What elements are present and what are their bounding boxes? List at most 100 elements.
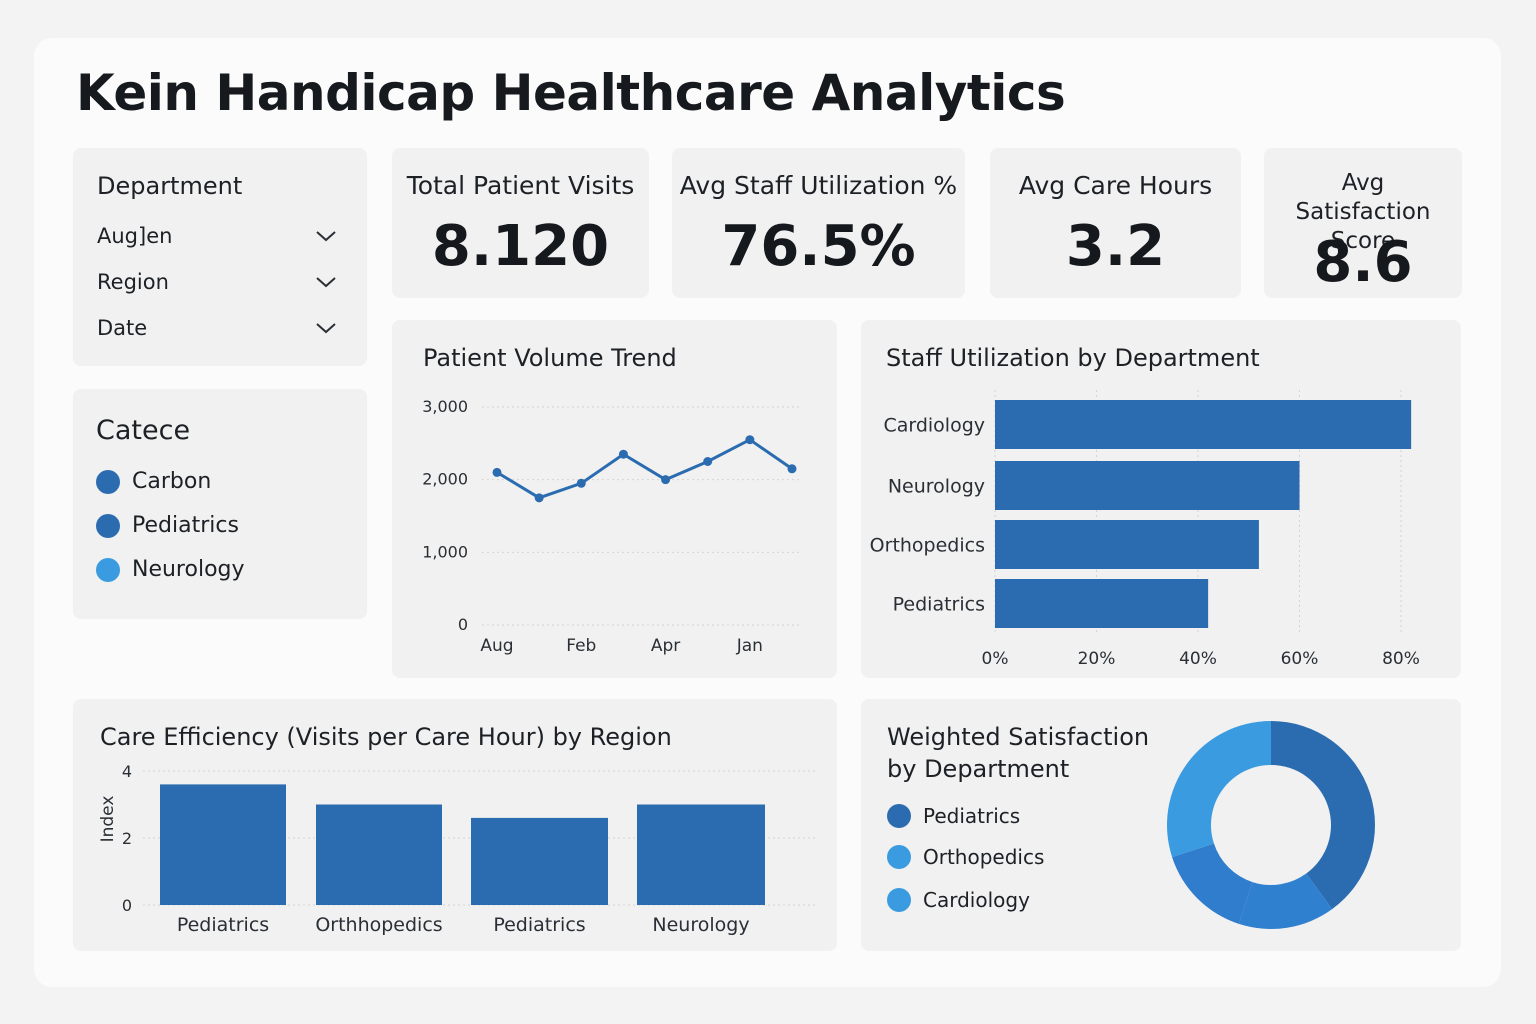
kpi-value: 3.2 <box>1065 214 1166 279</box>
data-point <box>576 478 586 488</box>
data-point <box>661 475 671 485</box>
chart-title: Staff Utilization by Department <box>886 344 1260 372</box>
legend-dot <box>96 469 120 494</box>
legend-item[interactable]: Pediatrics <box>887 804 1020 828</box>
kpi-card-satisfaction: Avg Satisfaction Score 8.6 <box>1264 148 1462 298</box>
kpi-label: Avg Care Hours <box>1018 171 1213 200</box>
chart-title: Patient Volume Trend <box>423 344 677 372</box>
legend-item[interactable]: Orthopedics <box>887 845 1044 869</box>
kpi-value: 76.5% <box>721 214 916 279</box>
bar <box>316 804 442 905</box>
x-tick-label: Apr <box>651 636 680 656</box>
filters-panel: Department Aug]en Region Date <box>73 148 367 366</box>
y-tick-label: 1,000 <box>422 542 468 561</box>
kpi-value: 8.6 <box>1313 230 1413 295</box>
bar <box>471 817 608 905</box>
kpi-card-total-visits: Total Patient Visits 8.120 <box>392 148 649 298</box>
category-label: Cardiology <box>883 415 985 437</box>
x-tick-label: 60% <box>1281 649 1319 669</box>
kpi-label: Avg Staff Utilization % <box>679 171 958 200</box>
y-tick-label: 2 <box>122 829 132 848</box>
filter-dropdown-region[interactable]: Region <box>97 265 337 299</box>
bar <box>995 579 1209 628</box>
staff-utilization-chart-card: Staff Utilization by Department 0% 20% 40%… <box>861 320 1461 678</box>
x-tick-label: 0% <box>982 649 1009 669</box>
legend-label: Pediatrics <box>923 804 1021 828</box>
legend-dot <box>96 513 120 538</box>
x-tick-label: 40% <box>1179 649 1217 669</box>
filter-dropdown-1[interactable]: Aug]en <box>97 219 337 253</box>
category-legend-panel: Catece Carbon Pediatrics Neurology <box>73 389 367 619</box>
bar <box>160 784 286 905</box>
category-label: Neurology <box>888 476 985 498</box>
legend-item[interactable]: Pediatrics <box>96 513 239 538</box>
data-point <box>787 464 797 474</box>
legend-label: Carbon <box>132 469 212 494</box>
chart-title: Weighted Satisfaction by Department <box>887 723 1150 783</box>
legend-item[interactable]: Cardiology <box>887 888 1030 912</box>
legend-item[interactable]: Neurology <box>96 557 245 582</box>
legend-dot <box>887 845 911 869</box>
legend-label: Cardiology <box>923 888 1030 912</box>
filter-label: Region <box>97 270 169 294</box>
satisfaction-donut-chart <box>1167 721 1375 929</box>
legend-label: Orthopedics <box>923 845 1045 869</box>
x-tick-label: 20% <box>1078 649 1116 669</box>
y-tick-label: 0 <box>122 896 132 915</box>
category-label: Neurology <box>652 914 749 936</box>
chevron-down-icon <box>316 323 336 334</box>
y-tick-label: 3,000 <box>422 397 468 416</box>
patient-volume-chart-card: Patient Volume Trend 0 1,000 2,000 3,000 Aug… <box>392 320 837 678</box>
x-tick-label: Aug <box>480 636 513 656</box>
bar <box>995 520 1259 569</box>
category-label: Pediatrics <box>893 594 985 616</box>
legend-label: Neurology <box>132 557 245 582</box>
patient-volume-line-chart: 0 1,000 2,000 3,000 Aug Feb Apr Jan <box>422 397 802 656</box>
legend-dot <box>887 804 911 828</box>
x-tick-label: Jan <box>736 636 763 656</box>
staff-utilization-bar-chart: 0% 20% 40% 60% 80% Cardiology Neurology Orthope… <box>870 390 1420 669</box>
chart-title: Care Efficiency (Visits per Care Hour) b… <box>100 723 672 751</box>
kpi-value: 8.120 <box>431 214 610 279</box>
x-tick-label: 80% <box>1382 649 1420 669</box>
kpi-card-staff-utilization: Avg Staff Utilization % 76.5% <box>672 148 965 298</box>
filter-label: Aug]en <box>97 224 173 248</box>
data-point <box>703 457 713 466</box>
care-efficiency-chart-card: Care Efficiency (Visits per Care Hour) b… <box>73 699 837 951</box>
y-tick-label: 4 <box>122 762 132 781</box>
chevron-down-icon <box>316 231 336 242</box>
weighted-satisfaction-card: Weighted Satisfaction by Department Pedi… <box>861 699 1461 951</box>
donut-slice <box>1167 721 1271 858</box>
page-title: Kein Handicap Healthcare Analytics <box>76 64 1066 122</box>
data-point <box>492 467 502 477</box>
kpi-label: Avg Satisfaction Score <box>1295 170 1431 254</box>
bar <box>995 461 1300 510</box>
data-point <box>534 493 544 503</box>
chevron-down-icon <box>316 277 336 288</box>
category-label: Pediatrics <box>177 914 269 936</box>
y-tick-label: 2,000 <box>422 470 468 489</box>
category-label: Pediatrics <box>493 914 585 936</box>
kpi-card-care-hours: Avg Care Hours 3.2 <box>990 148 1241 298</box>
data-point <box>745 435 755 445</box>
bar <box>995 400 1412 449</box>
filters-title: Department <box>97 172 243 200</box>
category-label: Orthhopedics <box>315 914 442 936</box>
category-label: Orthopedics <box>870 535 985 557</box>
legend-label: Pediatrics <box>132 513 239 538</box>
legend-dot <box>887 888 911 912</box>
filter-label: Date <box>97 316 148 340</box>
series-line <box>496 437 793 500</box>
category-legend-title: Catece <box>96 415 191 446</box>
donut-slice <box>1271 721 1375 910</box>
kpi-label: Total Patient Visits <box>406 171 635 200</box>
data-point <box>618 449 628 459</box>
y-axis-label: Index <box>98 796 118 843</box>
donut-slice <box>1172 843 1253 924</box>
donut-slice <box>1238 873 1333 929</box>
x-tick-label: Feb <box>566 636 596 656</box>
bar <box>637 804 765 905</box>
y-tick-label: 0 <box>458 615 468 634</box>
legend-item[interactable]: Carbon <box>96 469 211 494</box>
filter-dropdown-date[interactable]: Date <box>97 311 337 345</box>
